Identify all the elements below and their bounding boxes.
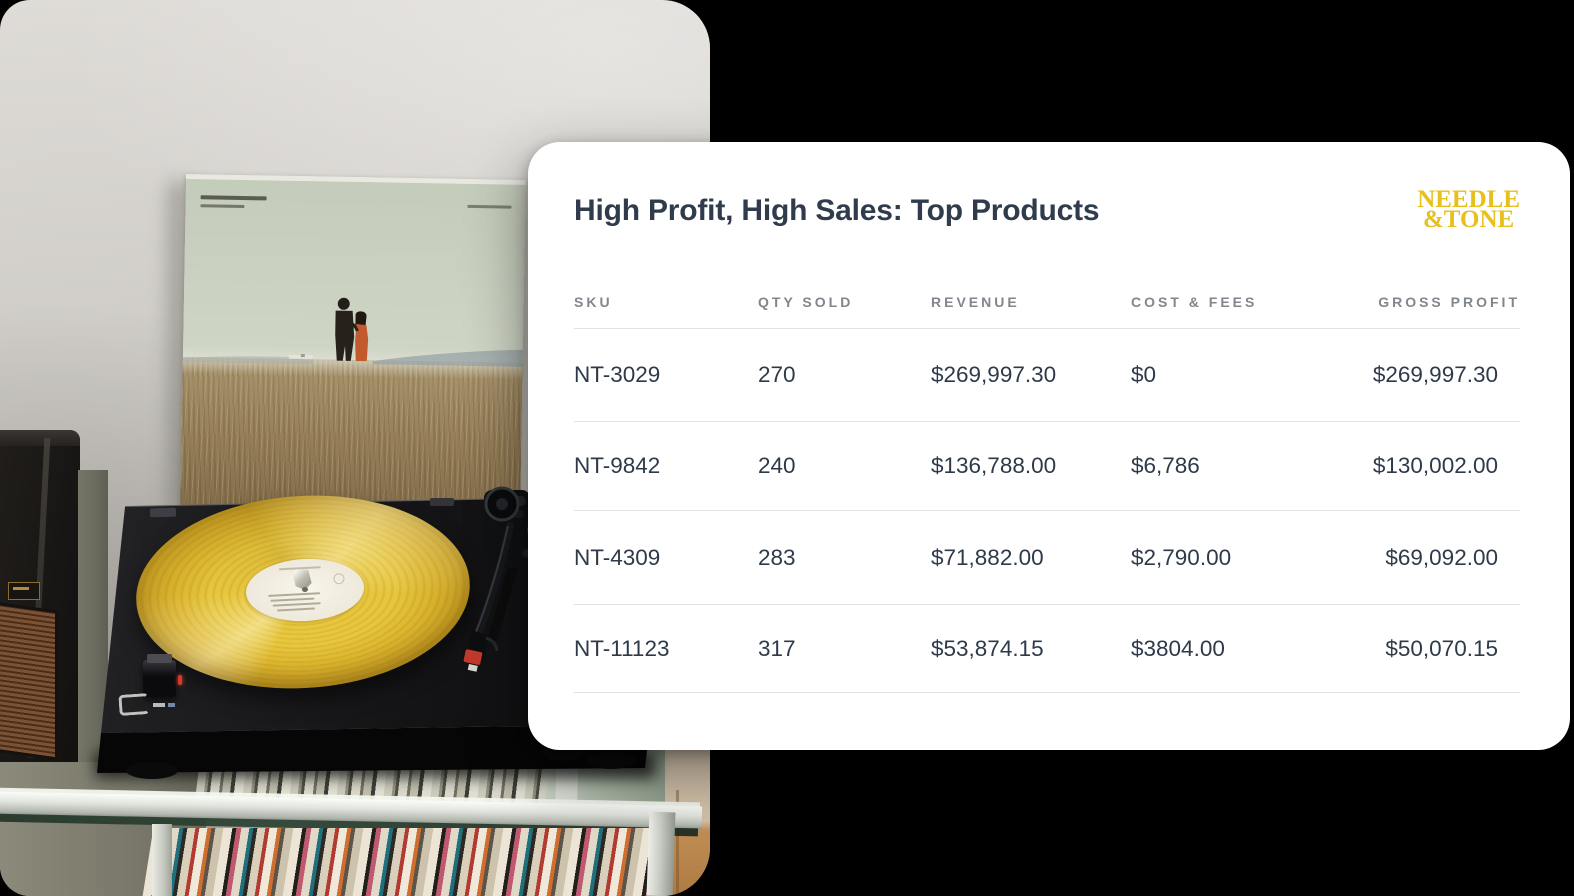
- label-stamp: [333, 572, 345, 585]
- turntable-foot-left: [126, 762, 178, 779]
- cell-revenue: $71,882.00: [931, 544, 1044, 570]
- floor-plank-line: [676, 790, 679, 896]
- cell-sku: NT-11123: [574, 635, 670, 661]
- cell-qty: 317: [758, 635, 796, 661]
- brand-logo-line1: NEEDLE: [1417, 186, 1520, 213]
- table-row: NT-9842 240 $136,788.00 $6,786 $130,002.…: [574, 421, 1520, 510]
- speed-knob-top: [147, 654, 172, 663]
- table-row: NT-3029 270 $269,997.30 $0 $269,997.30: [574, 328, 1520, 421]
- cell-revenue: $53,874.15: [931, 635, 1044, 661]
- summary-card: High Profit, High Sales: Top Products NE…: [528, 142, 1570, 750]
- cell-revenue: $136,788.00: [931, 453, 1057, 478]
- amp-badge: [8, 582, 40, 600]
- album-art-figures: [182, 297, 523, 367]
- cell-gross: $50,070.15: [1385, 635, 1498, 661]
- speed-knob: [143, 660, 176, 697]
- table-row: NT-11123 317 $53,874.15 $3804.00 $50,070…: [574, 604, 1520, 693]
- cell-qty: 270: [758, 362, 796, 387]
- table-body: NT-3029 270 $269,997.30 $0 $269,997.30 N…: [574, 328, 1520, 693]
- cell-gross: $269,997.30: [1372, 362, 1498, 387]
- table-left-leg: [152, 824, 172, 896]
- record-spines-lower: [142, 828, 659, 896]
- turntable-foot-right: [586, 752, 636, 769]
- cell-sku: NT-3029: [574, 362, 661, 387]
- spindle-hole: [301, 586, 309, 593]
- cell-sku: NT-9842: [574, 453, 661, 478]
- turntable-hinge-right: [430, 498, 454, 506]
- brand-logo: NEEDLE &TONE: [1417, 186, 1520, 233]
- card-title: High Profit, High Sales: Top Products: [574, 194, 1100, 227]
- cell-revenue: $269,997.30: [931, 362, 1057, 387]
- table-corner-leg: [646, 811, 676, 896]
- tonearm: [463, 486, 544, 672]
- turntable-logo: [118, 692, 150, 717]
- cell-sku: NT-4309: [574, 544, 661, 570]
- column-header-gross: GROSS PROFIT: [1378, 294, 1520, 310]
- turntable-hinge-left: [149, 507, 177, 518]
- column-header-cost: COST & FEES: [1131, 294, 1258, 310]
- turntable-sticker-blue: [168, 703, 175, 707]
- amp-speaker-top: [0, 430, 80, 446]
- cell-gross: $69,092.00: [1385, 544, 1498, 570]
- brand-logo-line2: &TONE: [1422, 206, 1515, 233]
- turntable-sticker: [153, 703, 165, 707]
- column-header-qty: QTY SOLD: [758, 294, 854, 310]
- cell-cost: $0: [1131, 362, 1157, 387]
- power-led: [178, 675, 182, 685]
- cell-cost: $2,790.00: [1131, 544, 1232, 570]
- album-cover: [179, 174, 526, 532]
- column-header-revenue: REVENUE: [931, 294, 1020, 310]
- cell-gross: $130,002.00: [1372, 453, 1498, 478]
- cell-qty: 240: [758, 453, 796, 478]
- amp-grille: [0, 601, 58, 761]
- cell-qty: 283: [758, 544, 796, 570]
- table-header-row: SKU QTY SOLD REVENUE COST & FEES GROSS P…: [574, 294, 1520, 310]
- column-header-sku: SKU: [574, 294, 613, 310]
- cell-cost: $6,786: [1131, 453, 1200, 478]
- cell-cost: $3804.00: [1131, 635, 1225, 661]
- table-row: NT-4309 283 $71,882.00 $2,790.00 $69,092…: [574, 510, 1520, 604]
